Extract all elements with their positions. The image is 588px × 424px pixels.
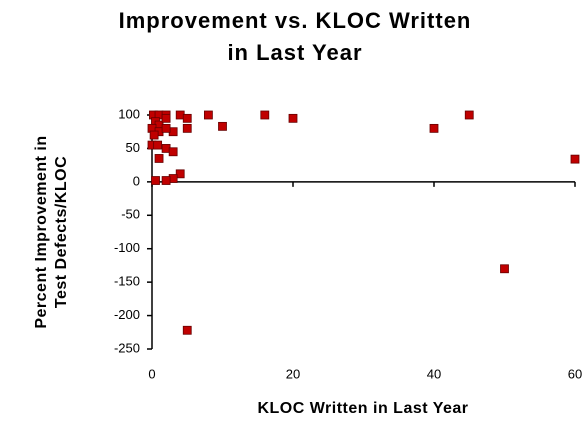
x-axis-label: KLOC Written in Last Year xyxy=(257,400,468,417)
x-tick-label: 0 xyxy=(148,366,155,381)
point xyxy=(260,110,270,120)
point xyxy=(429,123,439,133)
point xyxy=(182,113,192,123)
point xyxy=(182,325,192,335)
point xyxy=(288,113,298,123)
x-tick-label: 20 xyxy=(286,366,300,381)
chart-title: Improvement vs. KLOC Written xyxy=(119,8,472,33)
point xyxy=(182,123,192,133)
point xyxy=(175,169,185,179)
point xyxy=(149,130,159,140)
y-tick-label: 0 xyxy=(133,173,140,188)
point xyxy=(168,147,178,157)
x-tick-label: 60 xyxy=(568,366,582,381)
point xyxy=(570,154,580,164)
point xyxy=(161,123,171,133)
y-tick-label: -150 xyxy=(114,274,140,289)
point xyxy=(161,176,171,185)
y-tick-label: -250 xyxy=(114,340,140,355)
y-axis-label: Test Defects/KLOC xyxy=(53,156,70,308)
y-axis-label: Percent Improvement in xyxy=(33,135,50,328)
chart-title: in Last Year xyxy=(227,40,362,65)
point xyxy=(203,110,213,120)
point xyxy=(151,176,160,185)
point xyxy=(161,113,171,123)
point xyxy=(153,140,163,150)
y-tick-label: -200 xyxy=(114,307,140,322)
point xyxy=(500,264,509,274)
x-tick-label: 40 xyxy=(427,366,441,381)
point xyxy=(464,110,474,120)
y-tick-label: 50 xyxy=(126,140,140,155)
y-tick-label: -50 xyxy=(121,207,140,222)
point xyxy=(218,121,227,131)
y-tick-label: -100 xyxy=(114,240,140,255)
y-tick-label: 100 xyxy=(118,106,140,121)
point xyxy=(154,154,164,163)
